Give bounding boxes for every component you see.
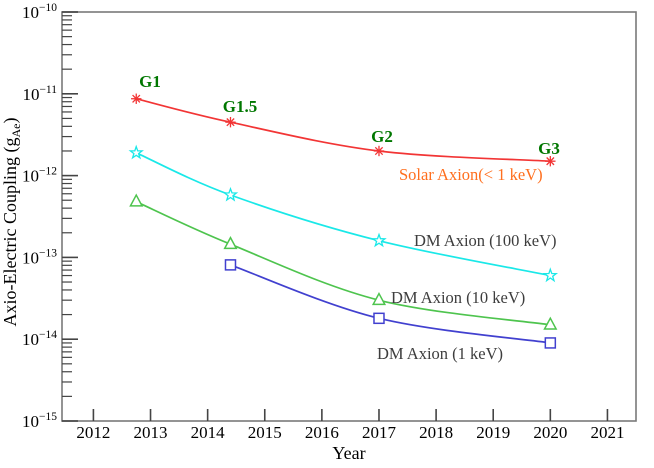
- series-layer: [128, 93, 559, 349]
- marker-star-dm-axion-100-kev: [128, 144, 144, 160]
- marker-asterisk-solar-axion-1-kev: [131, 93, 142, 104]
- marker-square-dm-axion-1-kev: [224, 259, 237, 271]
- x-tick-label: 2019: [476, 423, 510, 442]
- marker-triangle-dm-axion-10-kev: [223, 236, 238, 250]
- x-tick-label: 2021: [590, 423, 624, 442]
- asterisk-spoke: [132, 94, 141, 103]
- x-tick-label: 2017: [362, 423, 397, 442]
- marker-asterisk-solar-axion-1-kev: [373, 145, 385, 157]
- marker-star-dm-axion-100-kev: [222, 186, 239, 202]
- x-tick-label: 2013: [134, 423, 168, 442]
- point-label-g3: G3: [538, 139, 560, 158]
- x-tick-label: 2015: [248, 423, 282, 442]
- asterisk-spoke: [374, 146, 384, 156]
- marker-triangle-dm-axion-10-kev: [129, 193, 144, 207]
- series-label-dm-axion-1-kev: DM Axion (1 keV): [377, 344, 503, 363]
- marker-star-dm-axion-100-kev: [371, 232, 387, 248]
- series-line-dm-axion-10-kev: [135, 200, 551, 326]
- series-label-dm-axion-100-kev: DM Axion (100 keV): [414, 231, 557, 250]
- marker-triangle-dm-axion-10-kev: [371, 291, 387, 306]
- asterisk-spoke: [546, 157, 555, 166]
- x-axis-title: Year: [332, 443, 365, 463]
- marker-square-dm-axion-1-kev: [373, 312, 385, 325]
- marker-square-dm-axion-1-kev: [544, 337, 557, 349]
- y-axis-title: Axio-Electric Coupling (gAe): [0, 118, 23, 327]
- axes-layer: 10−10 10−11 10−12 10−13 10−14 10−15 2012 2013 20…: [0, 2, 637, 463]
- x-tick-label: 2012: [76, 423, 110, 442]
- y-tick-label: 10−14: [22, 329, 57, 349]
- series-label-solar-axion-1-kev: Solar Axion(< 1 keV): [399, 165, 543, 184]
- x-tick-label: 2014: [191, 423, 226, 442]
- marker-asterisk-solar-axion-1-kev: [225, 116, 236, 128]
- x-tick-label: 2020: [533, 423, 567, 442]
- series-label-dm-axion-10-kev: DM Axion (10 keV): [391, 288, 525, 307]
- y-tick-label: 10−13: [22, 247, 57, 267]
- point-label-g2: G2: [371, 127, 393, 146]
- y-tick-label: 10−12: [22, 166, 57, 186]
- marker-asterisk-solar-axion-1-kev: [545, 155, 556, 167]
- y-tick-label: 10−15: [22, 411, 57, 431]
- point-label-g1: G1: [139, 72, 161, 91]
- y-tick-label: 10−11: [22, 84, 57, 104]
- annotations-layer: G1 G1.5 G2 G3 Solar Axion(< 1 keV) DM Axion (…: [139, 72, 560, 363]
- asterisk-spoke: [226, 118, 235, 127]
- series-line-solar-axion-1-kev: [135, 97, 551, 163]
- marker-star-dm-axion-100-kev: [542, 267, 559, 283]
- plot-frame: [61, 11, 637, 422]
- x-tick-label: 2016: [305, 423, 339, 442]
- series-line-dm-axion-100-kev: [135, 152, 551, 277]
- point-label-g1-5: G1.5: [223, 97, 257, 116]
- x-tick-label: 2018: [419, 423, 453, 442]
- y-tick-label: 10−10: [22, 2, 57, 22]
- marker-triangle-dm-axion-10-kev: [543, 316, 558, 330]
